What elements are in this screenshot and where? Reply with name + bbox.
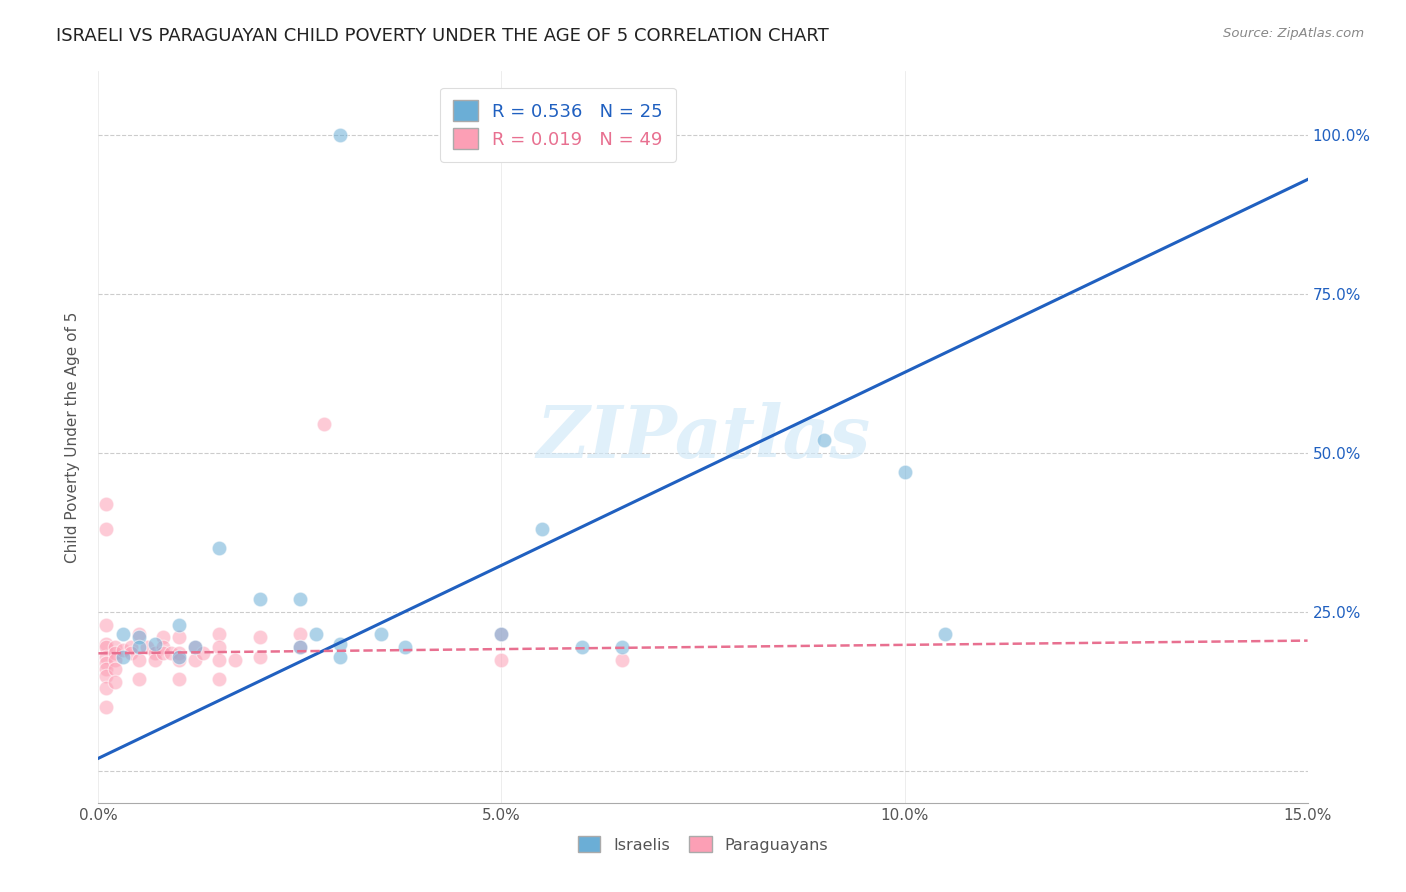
Legend: Israelis, Paraguayans: Israelis, Paraguayans: [569, 828, 837, 861]
Point: [288, 640, 311, 654]
Point: [120, 640, 142, 654]
Point: [167, 631, 190, 645]
Point: [135, 640, 157, 654]
Point: [96, 662, 118, 676]
Point: [96, 637, 118, 651]
Point: [103, 653, 125, 667]
Point: [128, 653, 150, 667]
Text: ZIPatlas: ZIPatlas: [536, 401, 870, 473]
Point: [288, 640, 311, 654]
Point: [120, 646, 142, 660]
Point: [208, 640, 231, 654]
Point: [128, 672, 150, 686]
Point: [249, 592, 271, 607]
Point: [934, 627, 956, 641]
Point: [111, 627, 134, 641]
Point: [111, 643, 134, 657]
Point: [167, 672, 190, 686]
Point: [184, 640, 207, 654]
Point: [167, 649, 190, 664]
Point: [152, 640, 174, 654]
Point: [530, 522, 553, 536]
Point: [893, 465, 915, 479]
Text: Source: ZipAtlas.com: Source: ZipAtlas.com: [1223, 27, 1364, 40]
Point: [128, 640, 150, 654]
Point: [208, 672, 231, 686]
Point: [128, 631, 150, 645]
Point: [208, 653, 231, 667]
Point: [329, 637, 352, 651]
Point: [96, 497, 118, 511]
Point: [152, 631, 174, 645]
Point: [612, 640, 634, 654]
Point: [370, 627, 392, 641]
Point: [167, 653, 190, 667]
Point: [96, 617, 118, 632]
Text: ISRAELI VS PARAGUAYAN CHILD POVERTY UNDER THE AGE OF 5 CORRELATION CHART: ISRAELI VS PARAGUAYAN CHILD POVERTY UNDE…: [56, 27, 830, 45]
Point: [288, 592, 311, 607]
Point: [143, 646, 166, 660]
Point: [96, 700, 118, 714]
Point: [167, 617, 190, 632]
Point: [184, 653, 207, 667]
Point: [314, 417, 336, 432]
Point: [571, 640, 593, 654]
Point: [491, 627, 513, 641]
Point: [96, 522, 118, 536]
Point: [103, 675, 125, 690]
Point: [111, 649, 134, 664]
Point: [167, 646, 190, 660]
Point: [103, 640, 125, 654]
Point: [96, 668, 118, 682]
Point: [96, 649, 118, 664]
Point: [329, 649, 352, 664]
Point: [184, 640, 207, 654]
Point: [224, 653, 246, 667]
Y-axis label: Child Poverty Under the Age of 5: Child Poverty Under the Age of 5: [65, 311, 80, 563]
Point: [288, 627, 311, 641]
Point: [249, 649, 271, 664]
Point: [813, 434, 835, 448]
Point: [128, 627, 150, 641]
Point: [612, 653, 634, 667]
Point: [208, 541, 231, 556]
Point: [249, 631, 271, 645]
Point: [193, 646, 215, 660]
Point: [329, 128, 352, 142]
Point: [394, 640, 416, 654]
Point: [305, 627, 328, 641]
Point: [96, 640, 118, 654]
Point: [491, 627, 513, 641]
Point: [96, 681, 118, 696]
Point: [160, 646, 183, 660]
Point: [103, 662, 125, 676]
Point: [143, 637, 166, 651]
Point: [96, 656, 118, 670]
Point: [152, 646, 174, 660]
Point: [208, 627, 231, 641]
Point: [491, 653, 513, 667]
Point: [143, 653, 166, 667]
Point: [103, 646, 125, 660]
